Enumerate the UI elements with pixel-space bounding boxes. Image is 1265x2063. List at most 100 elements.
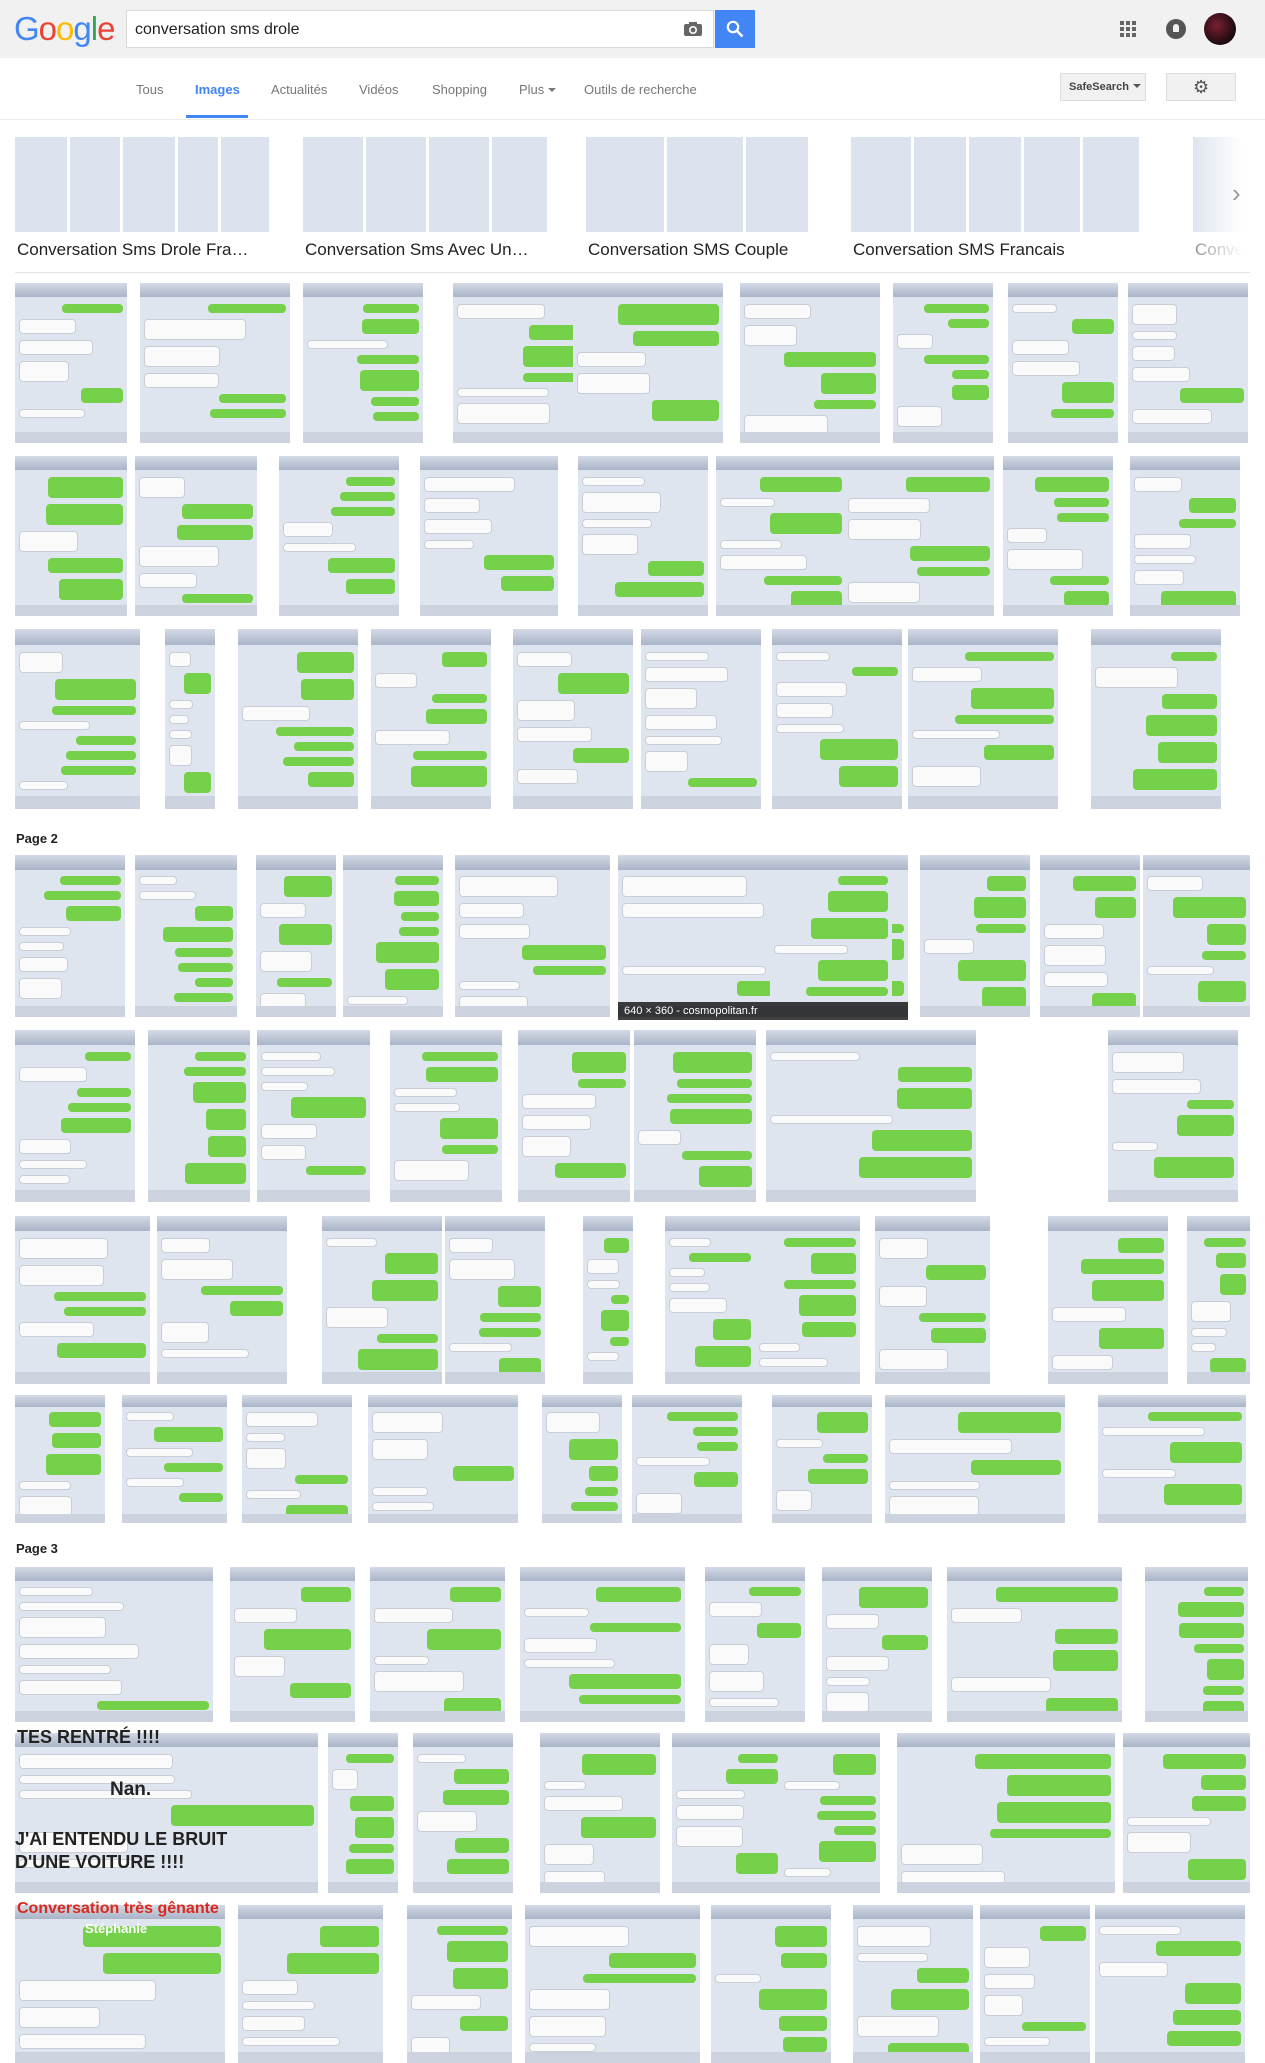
image-result-thumbnail[interactable] [520, 1567, 685, 1722]
image-result-thumbnail[interactable] [844, 456, 994, 616]
image-result-thumbnail[interactable] [897, 1733, 1115, 1893]
image-result-thumbnail[interactable] [1040, 855, 1140, 1017]
image-result-thumbnail[interactable] [885, 1395, 1065, 1523]
related-item[interactable]: Conversation SMS Couple [586, 137, 812, 263]
image-result-thumbnail[interactable] [540, 1733, 660, 1893]
image-result-thumbnail[interactable] [165, 629, 215, 809]
image-result-thumbnail[interactable] [893, 283, 993, 443]
search-button[interactable] [715, 10, 755, 48]
image-result-thumbnail[interactable] [413, 1733, 513, 1893]
related-item[interactable]: Conversation Sms Avec Un… [303, 137, 547, 263]
image-result-thumbnail[interactable] [368, 1395, 518, 1523]
image-result-thumbnail[interactable] [980, 1905, 1090, 2063]
image-result-thumbnail[interactable] [15, 855, 125, 1017]
image-result-thumbnail[interactable] [257, 1030, 370, 1202]
image-result-thumbnail[interactable] [641, 629, 761, 809]
notifications-icon[interactable] [1166, 19, 1186, 39]
image-result-thumbnail[interactable] [279, 456, 399, 616]
image-result-thumbnail[interactable] [513, 629, 633, 809]
safesearch-dropdown[interactable]: SafeSearch [1060, 73, 1146, 101]
apps-icon[interactable] [1120, 21, 1136, 37]
related-item[interactable]: Conversation Sms Drole Fra… [15, 137, 269, 263]
related-next-button[interactable]: › [1226, 172, 1256, 216]
image-result-thumbnail[interactable] [1187, 1216, 1250, 1384]
image-result-thumbnail[interactable] [1003, 456, 1113, 616]
image-result-thumbnail[interactable] [370, 1567, 505, 1722]
image-result-thumbnail[interactable] [542, 1395, 622, 1523]
image-result-thumbnail[interactable] [15, 1395, 105, 1523]
image-result-thumbnail[interactable] [15, 283, 127, 443]
image-result-thumbnail[interactable] [157, 1216, 287, 1384]
tab-images[interactable]: Images [195, 82, 240, 97]
image-result-thumbnail[interactable] [15, 1567, 213, 1722]
settings-button[interactable]: ⚙ [1166, 73, 1236, 101]
image-result-thumbnail[interactable] [875, 1216, 990, 1384]
image-result-thumbnail[interactable] [15, 1216, 150, 1384]
image-result-thumbnail[interactable] [578, 456, 708, 616]
image-result-thumbnail[interactable] [1123, 1733, 1250, 1893]
image-result-thumbnail[interactable] [256, 855, 336, 1017]
image-result-thumbnail[interactable] [15, 1905, 225, 2063]
image-result-thumbnail[interactable] [632, 1395, 742, 1523]
image-result-thumbnail[interactable] [573, 283, 723, 443]
image-result-thumbnail[interactable] [343, 855, 443, 1017]
image-result-thumbnail[interactable] [15, 1733, 318, 1893]
image-result-thumbnail[interactable] [15, 629, 140, 809]
image-result-thumbnail[interactable] [770, 855, 892, 1017]
image-result-thumbnail[interactable] [705, 1567, 805, 1722]
image-result-thumbnail[interactable] [407, 1905, 512, 2063]
image-result-thumbnail[interactable] [15, 456, 127, 616]
image-result-thumbnail[interactable] [135, 456, 257, 616]
image-result-thumbnail[interactable] [1128, 283, 1248, 443]
image-result-thumbnail[interactable] [303, 283, 423, 443]
image-result-thumbnail[interactable] [148, 1030, 250, 1202]
image-result-thumbnail[interactable] [1008, 283, 1118, 443]
image-result-thumbnail[interactable] [445, 1216, 545, 1384]
image-result-thumbnail[interactable] [711, 1905, 831, 2063]
image-result-thumbnail[interactable] [322, 1216, 442, 1384]
image-result-thumbnail[interactable] [1048, 1216, 1168, 1384]
image-result-thumbnail[interactable] [1130, 456, 1240, 616]
image-result-thumbnail[interactable] [242, 1395, 352, 1523]
image-result-thumbnail[interactable] [822, 1567, 932, 1722]
image-result-thumbnail[interactable] [15, 1030, 135, 1202]
search-input[interactable] [135, 19, 675, 41]
image-result-thumbnail[interactable] [390, 1030, 502, 1202]
image-result-thumbnail[interactable] [740, 283, 880, 443]
image-result-thumbnail[interactable] [1091, 629, 1221, 809]
image-result-thumbnail[interactable] [238, 1905, 383, 2063]
related-item[interactable]: Conversation SMS Francais [851, 137, 1157, 263]
image-result-thumbnail[interactable] [1098, 1395, 1246, 1523]
image-result-thumbnail[interactable] [772, 1395, 872, 1523]
image-result-thumbnail[interactable] [634, 1030, 756, 1202]
image-result-thumbnail[interactable] [525, 1905, 700, 2063]
image-result-thumbnail[interactable] [328, 1733, 398, 1893]
image-result-thumbnail[interactable] [420, 456, 558, 616]
image-result-thumbnail[interactable] [122, 1395, 227, 1523]
image-result-thumbnail[interactable] [1095, 1905, 1245, 2063]
image-result-thumbnail[interactable] [455, 855, 610, 1017]
tab-more[interactable]: Plus [519, 82, 557, 97]
image-result-thumbnail[interactable] [371, 629, 491, 809]
image-result-thumbnail[interactable] [947, 1567, 1122, 1722]
image-result-thumbnail[interactable] [518, 1030, 630, 1202]
image-result-thumbnail[interactable] [1108, 1030, 1238, 1202]
image-result-thumbnail[interactable] [665, 1216, 755, 1384]
image-result-thumbnail[interactable] [853, 1905, 973, 2063]
image-result-thumbnail[interactable] [766, 1030, 976, 1202]
tab-all[interactable]: Tous [136, 82, 164, 97]
image-result-thumbnail[interactable] [908, 629, 1058, 809]
image-result-thumbnail[interactable] [230, 1567, 355, 1722]
image-result-thumbnail[interactable] [772, 629, 902, 809]
image-result-thumbnail[interactable] [140, 283, 290, 443]
avatar[interactable] [1204, 13, 1236, 45]
tab-shopping[interactable]: Shopping [432, 82, 487, 97]
image-result-thumbnail[interactable] [780, 1733, 880, 1893]
image-result-thumbnail[interactable] [672, 1733, 782, 1893]
tab-search-tools[interactable]: Outils de recherche [584, 82, 697, 97]
camera-icon[interactable] [683, 21, 703, 37]
google-logo[interactable]: Google [14, 10, 115, 47]
tab-news[interactable]: Actualités [271, 82, 328, 97]
image-result-thumbnail[interactable] [920, 855, 1030, 1017]
image-result-thumbnail[interactable] [1145, 1567, 1248, 1722]
